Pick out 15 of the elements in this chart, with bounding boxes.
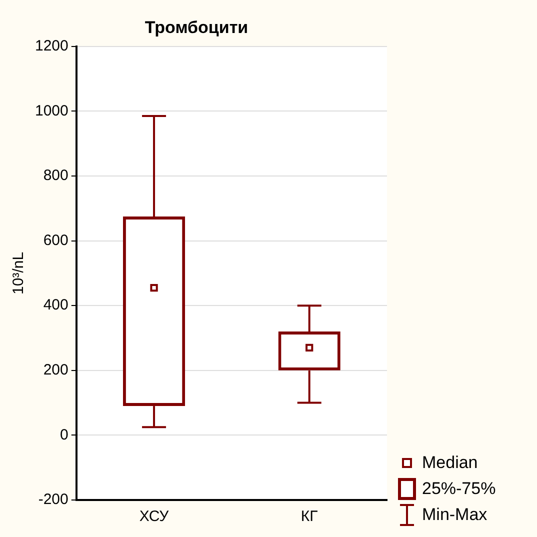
y-tick-label: 600: [43, 232, 68, 249]
y-tick-label: 400: [43, 296, 68, 314]
text: 25%-75%: [422, 478, 496, 500]
x-tick-label: КГ: [300, 508, 318, 526]
chart-title: Тромбоцити: [144, 18, 248, 37]
y-tick-label: 0: [60, 426, 68, 444]
text: Median: [422, 452, 478, 474]
y-tick-label: 200: [43, 362, 68, 379]
y-tick-label: 1200: [34, 38, 68, 55]
y-tick-label: 1000: [34, 102, 68, 120]
y-axis-title: 10³/nL: [10, 252, 28, 294]
y-tick-label: -200: [38, 491, 68, 508]
text: Min-Max: [422, 504, 488, 526]
y-tick-label: 800: [43, 167, 68, 184]
x-tick-label: ХСУ: [139, 508, 170, 526]
